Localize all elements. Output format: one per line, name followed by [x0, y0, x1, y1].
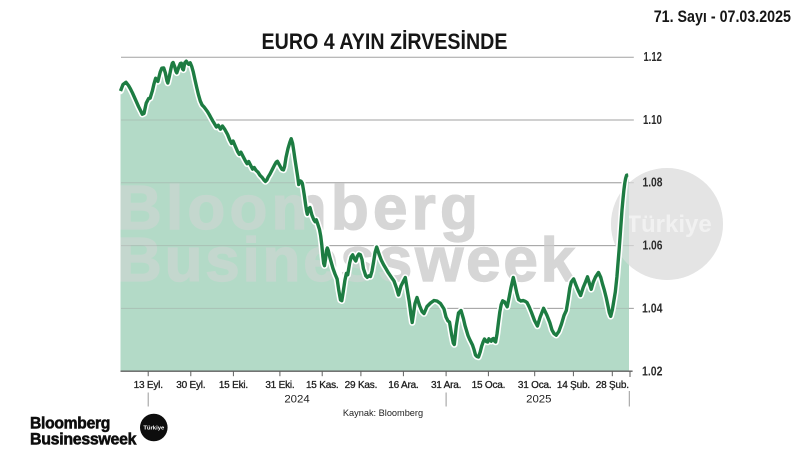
svg-text:31 Ara.: 31 Ara.	[431, 380, 461, 391]
svg-text:1.10: 1.10	[643, 114, 662, 128]
svg-text:14 Şub.: 14 Şub.	[557, 380, 590, 391]
svg-text:Türkiye: Türkiye	[143, 426, 165, 432]
svg-text:28 Şub.: 28 Şub.	[596, 380, 629, 391]
svg-text:1.08: 1.08	[643, 176, 663, 190]
svg-text:15 Oca.: 15 Oca.	[472, 380, 506, 391]
svg-text:Kaynak: Bloomberg: Kaynak: Bloomberg	[343, 408, 423, 418]
svg-text:2024: 2024	[284, 394, 309, 406]
svg-text:EURO 4 AYIN ZİRVESİNDE: EURO 4 AYIN ZİRVESİNDE	[262, 30, 508, 54]
svg-text:30 Eyl.: 30 Eyl.	[176, 380, 205, 391]
svg-text:Businessweek: Businessweek	[30, 430, 137, 448]
svg-text:Bloomberg: Bloomberg	[30, 414, 110, 432]
svg-text:16 Ara.: 16 Ara.	[388, 380, 418, 391]
svg-text:31 Oca.: 31 Oca.	[518, 380, 552, 391]
svg-text:1.06: 1.06	[643, 238, 663, 252]
svg-text:15 Kas.: 15 Kas.	[306, 380, 339, 391]
svg-text:15 Eki.: 15 Eki.	[219, 380, 248, 391]
svg-text:31 Eki.: 31 Eki.	[265, 380, 294, 391]
svg-text:13 Eyl.: 13 Eyl.	[134, 380, 163, 391]
svg-text:1.04: 1.04	[642, 300, 663, 315]
svg-text:71. Sayı - 07.03.2025: 71. Sayı - 07.03.2025	[654, 8, 792, 26]
svg-text:2025: 2025	[526, 394, 551, 406]
svg-text:1.12: 1.12	[644, 51, 662, 65]
svg-text:29 Kas.: 29 Kas.	[345, 380, 378, 391]
svg-text:1.02: 1.02	[642, 363, 663, 378]
